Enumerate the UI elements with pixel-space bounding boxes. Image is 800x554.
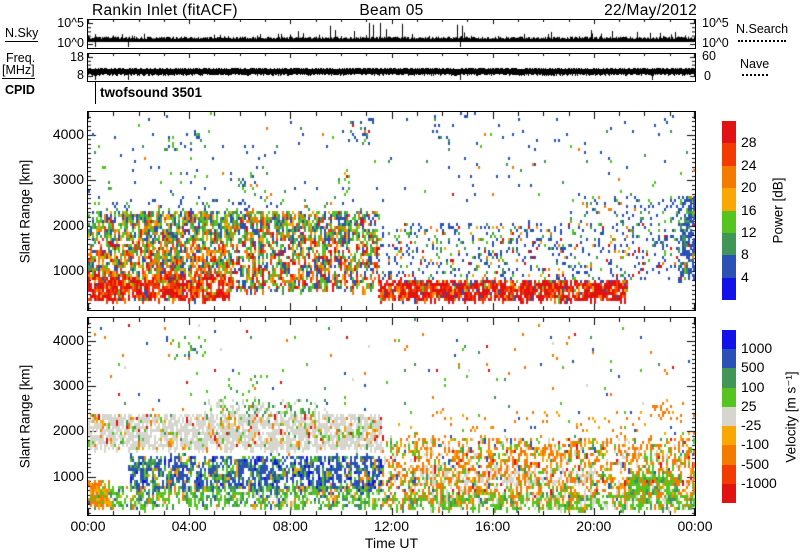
velocity-y-tick-label: 4000	[52, 331, 84, 348]
page-title: Rankin Inlet (fitACF)	[92, 2, 238, 19]
nsearch-scale-bottom: 10^0	[702, 36, 729, 50]
freq-label-line2: [MHz]	[2, 63, 35, 79]
x-axis-title: Time UT	[364, 535, 419, 551]
nsky-trace-canvas	[88, 20, 695, 48]
freq-scale-top: 18	[70, 50, 84, 64]
velocity-y-axis-title: Slant Range [km]	[17, 364, 33, 468]
colorbar-title-box: Power [dB]	[768, 121, 788, 300]
power-y-tick-label: 3000	[52, 171, 84, 188]
nsearch-label: N.Search	[736, 22, 789, 36]
colorbar-segment	[722, 406, 736, 427]
colorbar-gradient	[722, 330, 736, 503]
power-y-tick-label: 4000	[52, 125, 84, 142]
colorbar-segment	[722, 349, 736, 369]
colorbar-segment	[722, 255, 736, 278]
colorbar-segment	[722, 387, 736, 407]
beam-label: Beam 05	[359, 2, 424, 19]
power-y-axis-title-box: Slant Range [km]	[14, 131, 36, 291]
velocity-y-axis-title-box: Slant Range [km]	[14, 336, 36, 496]
x-tick-label: 20:00	[576, 518, 612, 534]
nave-label: Nave	[740, 57, 770, 71]
colorbar-segment	[722, 188, 736, 211]
x-tick-label: 16:00	[475, 518, 511, 534]
freq-label-line1: Freq.	[6, 51, 36, 65]
nave-scale-top: 60	[702, 49, 716, 63]
colorbar-tick-label: -25	[741, 417, 762, 434]
colorbar-segment	[722, 464, 736, 484]
colorbar-tick-label: 100	[741, 378, 765, 395]
colorbar-segment	[722, 483, 736, 503]
colorbar-segment	[722, 445, 736, 465]
velocity-y-tick-label: 3000	[52, 376, 84, 393]
colorbar-tick-label: 12	[741, 223, 757, 240]
nsky-scale-top: 10^5	[57, 16, 84, 30]
colorbar-tick-label: 500	[741, 359, 765, 376]
colorbar-tick-label: 1000	[741, 340, 773, 357]
velocity-colorbar: 1000 500 100 25 -25 -100 -500 -1000 Velocity [m …	[722, 330, 800, 503]
colorbar-tick-label: 16	[741, 201, 757, 218]
colorbar-segment	[722, 143, 736, 166]
x-tick-label: 00:00	[677, 518, 713, 534]
colorbar-title-box: Velocity [m s⁻¹]	[782, 330, 800, 503]
freq-scale-bottom: 8	[77, 68, 84, 82]
nsky-scale-bottom: 10^0	[57, 36, 84, 50]
colorbar-segment	[722, 232, 736, 256]
power-scatter-canvas	[88, 112, 695, 310]
power-y-tick-label: 1000	[52, 262, 84, 279]
cpid-label: CPID	[5, 83, 35, 97]
velocity-panel	[87, 317, 696, 516]
colorbar-tick-label: 20	[741, 179, 757, 196]
colorbar-segment	[722, 330, 736, 350]
nave-legend-dotted-line	[742, 74, 768, 76]
power-y-axis-title: Slant Range [km]	[17, 159, 33, 263]
x-tick-label: 12:00	[373, 518, 410, 534]
cpid-divider-line	[95, 81, 96, 104]
colorbar-tick-label: 4	[741, 268, 749, 285]
velocity-y-tick-label: 2000	[52, 422, 84, 439]
date-label: 22/May/2012	[604, 2, 697, 19]
freq-panel	[87, 53, 696, 82]
colorbar-tick-label: 24	[741, 156, 757, 173]
power-colorbar: 28 24 20 16 12 8 4 Power [dB]	[722, 121, 800, 300]
x-tick-label: 00:00	[70, 518, 106, 534]
colorbar-segment	[722, 165, 736, 189]
colorbar-title: Power [dB]	[770, 177, 786, 244]
x-tick-label: 04:00	[171, 518, 207, 534]
x-tick-label: 08:00	[272, 518, 308, 534]
colorbar-tick-label: -500	[741, 455, 770, 472]
colorbar-tick-label: -1000	[741, 474, 777, 491]
velocity-y-tick-label: 1000	[52, 467, 84, 484]
nsearch-scale-top: 10^5	[702, 16, 729, 30]
nave-scale-bottom: 0	[704, 69, 711, 83]
nsearch-legend-dotted-line	[738, 40, 786, 42]
power-y-tick-label: 2000	[52, 216, 84, 233]
freq-trace-canvas	[88, 54, 695, 81]
cpid-value: twofsound 3501	[100, 85, 203, 100]
colorbar-segment	[722, 426, 736, 446]
colorbar-tick-label: 28	[741, 134, 757, 151]
colorbar-segment	[722, 121, 736, 144]
nsky-label: N.Sky	[5, 26, 39, 42]
nsky-panel	[87, 19, 696, 49]
colorbar-tick-label: 25	[741, 397, 757, 414]
colorbar-segment	[722, 277, 736, 300]
velocity-scatter-canvas	[88, 318, 695, 515]
colorbar-tick-label: -100	[741, 436, 770, 453]
power-panel	[87, 111, 696, 311]
colorbar-segment	[722, 368, 736, 388]
colorbar-tick-label: 8	[741, 246, 749, 263]
colorbar-gradient	[722, 121, 736, 300]
colorbar-title: Velocity [m s⁻¹]	[784, 370, 799, 463]
colorbar-segment	[722, 210, 736, 233]
